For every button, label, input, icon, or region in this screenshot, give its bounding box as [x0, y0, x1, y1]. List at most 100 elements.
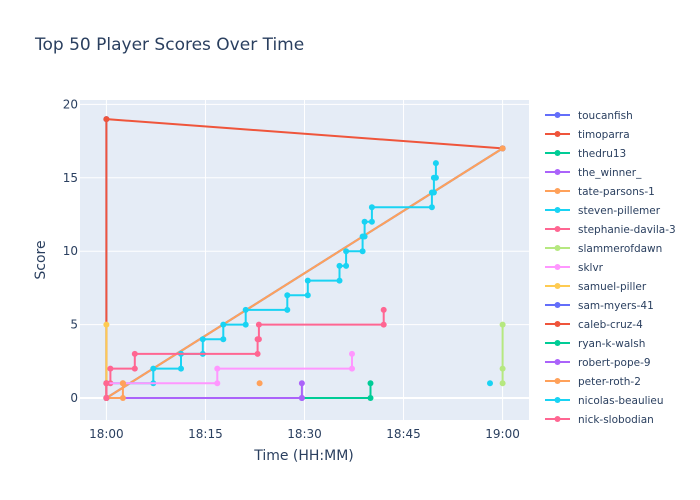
legend-item[interactable]: sklvr	[545, 262, 604, 274]
legend-label: sam-myers-41	[578, 300, 654, 312]
data-point	[380, 321, 387, 328]
legend-label: caleb-cruz-4	[578, 319, 643, 331]
legend-swatch-marker	[554, 226, 561, 232]
legend-swatch-marker	[554, 283, 561, 289]
data-point	[220, 336, 227, 343]
legend-label: steven-pillemer	[578, 205, 661, 217]
legend-item[interactable]: timoparra	[545, 129, 630, 141]
legend-item[interactable]: sam-myers-41	[545, 300, 654, 312]
legend-swatch-marker	[554, 112, 561, 118]
x-tick-label: 18:30	[287, 427, 322, 441]
x-tick-label: 18:45	[386, 427, 421, 441]
legend-label: slammerofdawn	[578, 243, 662, 255]
legend-swatch-marker	[554, 397, 561, 403]
data-point	[298, 395, 305, 401]
legend-item[interactable]: samuel-piller	[545, 281, 647, 293]
legend-swatch-marker	[554, 359, 561, 365]
data-point	[103, 321, 110, 328]
data-point	[119, 380, 126, 387]
x-tick-label: 18:15	[188, 427, 223, 441]
data-point	[361, 233, 368, 240]
data-point	[119, 395, 126, 401]
legend-swatch-marker	[554, 150, 561, 156]
data-point	[214, 365, 221, 372]
data-point	[430, 189, 437, 196]
data-point	[432, 160, 439, 167]
y-axis-ticks: 0 5 10 15 20	[63, 97, 78, 405]
y-tick-label: 5	[70, 318, 78, 332]
y-axis-label: Score	[33, 240, 49, 279]
data-point	[199, 336, 206, 343]
legend-item[interactable]: ryan-k-walsh	[545, 338, 645, 350]
data-point	[103, 116, 110, 123]
legend-label: timoparra	[578, 129, 630, 141]
data-point	[368, 204, 375, 211]
series-nicolas-beaulieu	[487, 380, 493, 387]
legend-swatch-marker	[554, 245, 561, 251]
legend-item[interactable]: nicolas-beaulieu	[545, 395, 664, 407]
extra-markers	[119, 380, 263, 387]
series-nick-slobodian	[103, 380, 110, 401]
data-point	[349, 365, 355, 372]
data-point	[304, 292, 311, 299]
data-point	[255, 336, 262, 343]
x-tick-label: 19:00	[485, 427, 520, 441]
legend-item[interactable]: thedru13	[545, 148, 626, 160]
legend-swatch-marker	[554, 264, 561, 270]
data-point	[487, 380, 493, 387]
legend-item[interactable]: stephanie-davila-3	[545, 224, 676, 236]
legend-item[interactable]: tate-parsons-1	[545, 186, 655, 198]
legend-swatch-marker	[554, 188, 561, 194]
legend-item[interactable]: robert-pope-9	[545, 357, 651, 369]
data-point	[349, 350, 355, 357]
data-point	[298, 380, 305, 387]
legend-label: sklvr	[578, 262, 604, 274]
data-point	[284, 306, 291, 313]
data-point	[178, 365, 184, 372]
data-point	[131, 350, 138, 357]
x-axis-label: Time (HH:MM)	[253, 448, 354, 464]
data-point	[367, 380, 374, 387]
data-point	[359, 248, 366, 255]
legend-swatch-marker	[554, 378, 561, 384]
legend-label: peter-roth-2	[578, 376, 641, 388]
legend-item[interactable]: the_winner_	[545, 167, 642, 179]
legend-label: samuel-piller	[578, 281, 647, 293]
data-point	[499, 145, 506, 152]
data-point	[336, 262, 343, 269]
y-tick-label: 0	[70, 391, 78, 405]
legend-item[interactable]: slammerofdawn	[545, 243, 662, 255]
data-point	[150, 365, 157, 372]
legend-label: the_winner_	[578, 167, 642, 179]
legend-swatch-marker	[554, 302, 561, 308]
legend-swatch-marker	[554, 340, 561, 346]
data-point	[284, 292, 291, 299]
data-point	[131, 365, 138, 372]
data-point	[432, 174, 439, 181]
legend-item[interactable]: nick-slobodian	[545, 414, 654, 426]
data-point	[214, 380, 221, 387]
legend-item[interactable]: caleb-cruz-4	[545, 319, 643, 331]
legend-item[interactable]: steven-pillemer	[545, 205, 661, 217]
series-slammerofdawn	[499, 321, 506, 387]
series-line	[105, 147, 504, 399]
data-point	[304, 277, 311, 284]
data-point	[220, 321, 227, 328]
legend-swatch-marker	[554, 131, 561, 137]
data-point	[103, 395, 110, 401]
legend-swatch-marker	[554, 416, 561, 422]
legend-item[interactable]: toucanfish	[545, 110, 633, 122]
data-point	[103, 380, 110, 387]
legend-label: tate-parsons-1	[578, 186, 655, 198]
data-point	[256, 380, 263, 387]
data-point	[499, 321, 506, 328]
y-tick-label: 10	[63, 244, 78, 258]
legend-swatch-marker	[554, 169, 561, 175]
x-axis-ticks: 18:00 18:15 18:30 18:45 19:00	[89, 427, 520, 441]
data-point	[368, 218, 375, 225]
legend-item[interactable]: peter-roth-2	[545, 376, 641, 388]
data-point	[254, 350, 261, 357]
legend[interactable]: toucanfish timoparra thedru13 the_winner_ta…	[545, 110, 676, 426]
legend-label: robert-pope-9	[578, 357, 651, 369]
